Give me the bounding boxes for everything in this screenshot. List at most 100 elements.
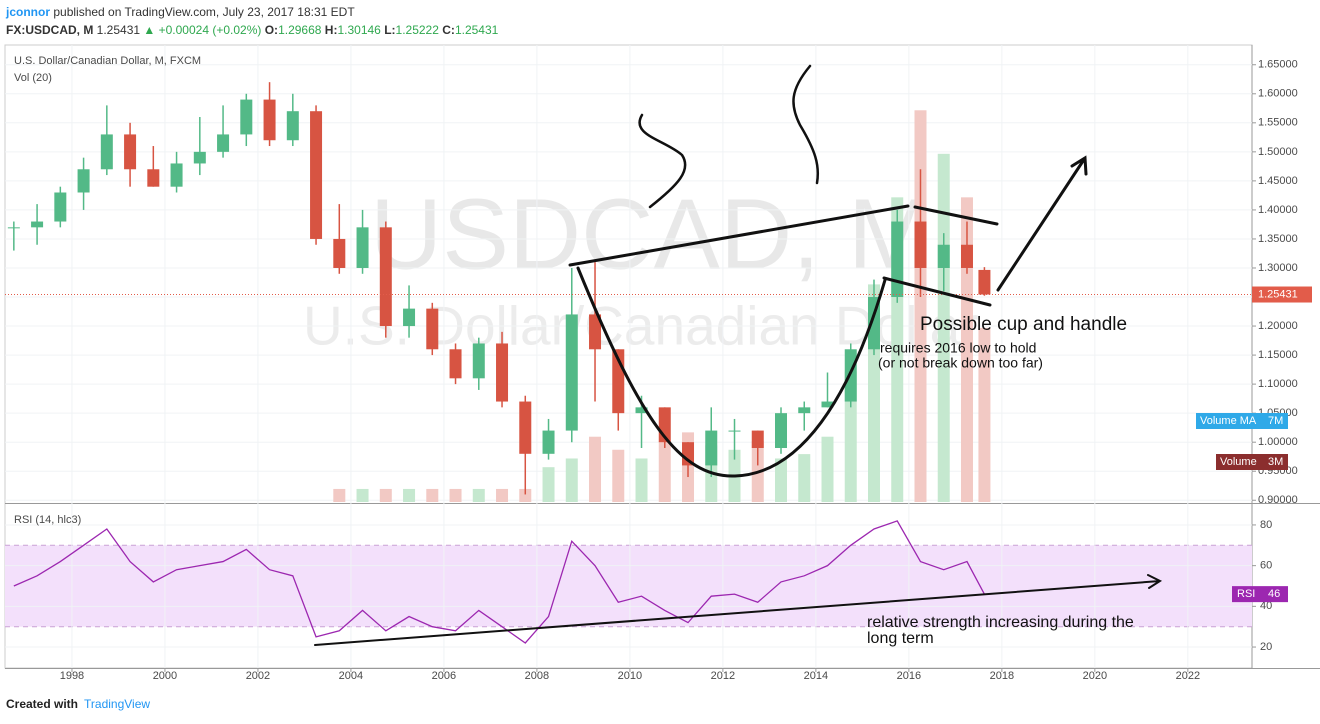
rsi-badge-value: 46 bbox=[1268, 588, 1280, 600]
x-tick-label: 2020 bbox=[1083, 670, 1107, 682]
rsi-badge-name: RSI bbox=[1237, 588, 1255, 600]
candle-body bbox=[263, 99, 276, 141]
x-tick-label: 2004 bbox=[339, 670, 363, 682]
volume-bar bbox=[496, 488, 509, 502]
candle-body bbox=[426, 308, 439, 350]
rsi-title: RSI (14, hlc3) bbox=[14, 514, 81, 526]
candle-body bbox=[379, 227, 392, 327]
y-tick-label: 1.00000 bbox=[1258, 436, 1298, 448]
candle-body bbox=[978, 269, 991, 295]
candle-body bbox=[705, 430, 718, 466]
candle-body bbox=[728, 430, 741, 432]
annotation: requires 2016 low to hold bbox=[880, 340, 1036, 356]
annotation: relative strength increasing during the bbox=[867, 614, 1134, 631]
annotations: Possible cup and handle requires 2016 lo… bbox=[314, 64, 1163, 647]
watermark-subtitle: U.S. Dollar/Canadian Dollar bbox=[303, 295, 979, 357]
footer: Created with TradingView bbox=[6, 697, 150, 711]
brand: TradingView bbox=[84, 697, 151, 711]
candle-body bbox=[240, 99, 253, 135]
candle-body bbox=[333, 238, 346, 268]
volume-bar bbox=[519, 488, 532, 502]
y-tick-label: 1.35000 bbox=[1258, 233, 1298, 245]
published: published on TradingView.com, July 23, 2… bbox=[53, 5, 355, 19]
candle-body bbox=[403, 308, 416, 327]
volume-bar bbox=[798, 454, 811, 502]
badge-value: 3M bbox=[1268, 456, 1283, 468]
volume-bar bbox=[978, 327, 991, 502]
x-tick-label: 2010 bbox=[618, 670, 642, 682]
volume-bar bbox=[356, 488, 369, 502]
handle-top bbox=[913, 205, 999, 226]
ohlc-key: C: bbox=[442, 23, 455, 37]
handle-bottom bbox=[882, 276, 992, 307]
x-tick-label: 2000 bbox=[153, 670, 177, 682]
annotation: (or not break down too far) bbox=[878, 355, 1043, 371]
volume-bar bbox=[426, 488, 439, 502]
author: jconnor bbox=[6, 5, 50, 19]
rsi-trend-arrow bbox=[314, 574, 1163, 646]
volume-bar bbox=[542, 467, 555, 502]
volume-bar bbox=[937, 153, 950, 503]
volume-bar bbox=[612, 449, 625, 502]
candle-body bbox=[914, 221, 927, 268]
annotation: long term bbox=[867, 630, 934, 647]
candle-body bbox=[496, 343, 509, 402]
watermark: USDCAD, M bbox=[370, 178, 931, 290]
change: ▲ +0.00024 (+0.02%) bbox=[143, 23, 262, 37]
x-tick-label: 2002 bbox=[246, 670, 270, 682]
badge bbox=[1196, 413, 1288, 429]
resistance-line bbox=[568, 204, 910, 267]
squiggle bbox=[792, 64, 819, 185]
candle-body bbox=[310, 111, 323, 239]
candle-body bbox=[147, 169, 160, 187]
rsi-band bbox=[5, 545, 1252, 627]
last-price-label: 1.25431 bbox=[1258, 288, 1298, 300]
y-tick-label: 1.20000 bbox=[1258, 320, 1298, 332]
candle-body bbox=[286, 111, 299, 141]
x-tick-label: 1998 bbox=[60, 670, 84, 682]
volume-bar bbox=[379, 488, 392, 502]
background: USDCAD, M U.S. Dollar/Canadian Dollar bbox=[4, 44, 1320, 669]
last-price-badge bbox=[1252, 286, 1312, 303]
y-tick-label: 1.30000 bbox=[1258, 262, 1298, 274]
cup-curve bbox=[576, 266, 887, 478]
x-tick-label: 2016 bbox=[897, 670, 921, 682]
candle-body bbox=[589, 314, 602, 350]
volume-bar bbox=[565, 458, 578, 502]
ohlc-value: 1.25222 bbox=[395, 23, 439, 37]
candle-body bbox=[124, 134, 137, 170]
y-tick-label: 1.55000 bbox=[1258, 117, 1298, 129]
volume-bar bbox=[472, 488, 485, 502]
breakout-arrow bbox=[996, 155, 1088, 292]
candle-body bbox=[356, 227, 369, 268]
candle-body bbox=[775, 413, 788, 448]
pane-title: U.S. Dollar/Canadian Dollar, M, FXCM bbox=[14, 55, 201, 67]
squiggle bbox=[638, 113, 687, 209]
volume-title: Vol (20) bbox=[14, 72, 52, 84]
header: jconnor published on TradingView.com, Ju… bbox=[6, 3, 498, 39]
y-tick-label: 1.10000 bbox=[1258, 378, 1298, 390]
candle-body bbox=[798, 407, 811, 414]
volume-bar bbox=[844, 371, 857, 502]
candle-body bbox=[937, 244, 950, 268]
pane-labels: U.S. Dollar/Canadian Dollar, M, FXCM Vol… bbox=[14, 55, 1288, 526]
volume-bar bbox=[821, 436, 834, 502]
ohlc-key: O: bbox=[264, 23, 279, 37]
x-tick-label: 2012 bbox=[711, 670, 735, 682]
ohlc-key: L: bbox=[384, 23, 396, 37]
annotation: Possible cup and handle bbox=[920, 314, 1127, 335]
candle-body bbox=[100, 134, 113, 170]
badge-label: Volume MA bbox=[1200, 415, 1257, 427]
y-tick-label: 80 bbox=[1260, 519, 1272, 531]
created-with: Created with bbox=[6, 697, 79, 711]
candle-body bbox=[449, 349, 462, 379]
candle-body bbox=[542, 430, 555, 454]
y-tick-label: 1.65000 bbox=[1258, 59, 1298, 71]
y-tick-label: 60 bbox=[1260, 560, 1272, 572]
ohlc-key: H: bbox=[324, 23, 338, 37]
y-tick-label: 1.45000 bbox=[1258, 175, 1298, 187]
ohlc-value: 1.30146 bbox=[337, 23, 381, 37]
candle-body bbox=[31, 221, 44, 228]
y-tick-label: 20 bbox=[1260, 641, 1272, 653]
